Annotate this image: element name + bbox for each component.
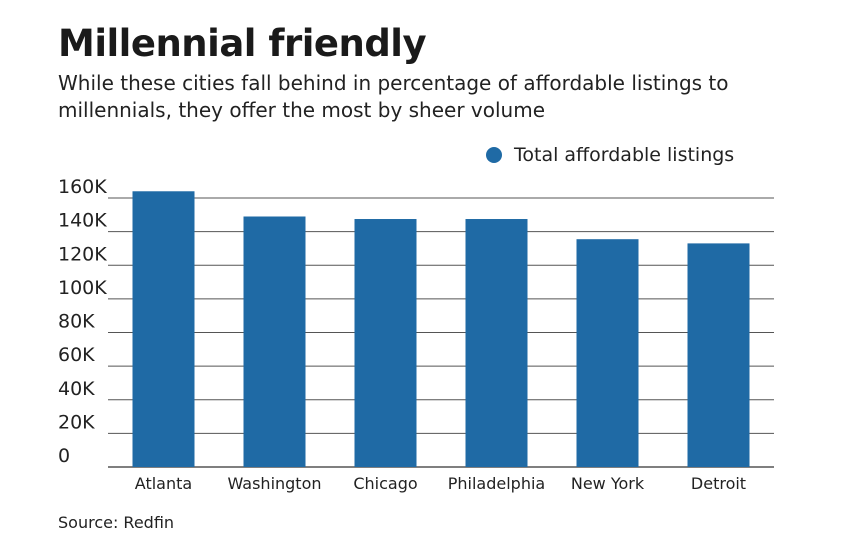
legend-label: Total affordable listings	[514, 144, 735, 166]
x-tick-label: New York	[571, 474, 645, 493]
bar	[132, 191, 195, 467]
bar	[243, 216, 306, 467]
x-tick-label: Philadelphia	[448, 474, 545, 493]
y-tick-label: 0	[58, 445, 70, 467]
chart-title: Millennial friendly	[58, 22, 427, 65]
source-note: Source: Redfin	[58, 513, 175, 532]
bar	[687, 243, 750, 467]
y-tick-label: 120K	[58, 243, 107, 265]
legend: Total affordable listings	[486, 144, 734, 166]
legend-marker	[486, 147, 502, 163]
y-tick-label: 160K	[58, 176, 107, 198]
x-tick-label: Washington	[227, 474, 321, 493]
y-tick-label: 80K	[58, 311, 95, 333]
chart-subtitle: While these cities fall behind in percen…	[58, 71, 729, 122]
bar	[354, 219, 417, 467]
y-tick-label: 100K	[58, 277, 107, 299]
y-tick-label: 20K	[58, 411, 95, 433]
x-tick-label: Atlanta	[135, 474, 192, 493]
bar	[465, 219, 528, 467]
y-tick-label: 40K	[58, 378, 95, 400]
bar	[576, 239, 639, 467]
x-tick-label: Chicago	[353, 474, 417, 493]
x-tick-label: Detroit	[691, 474, 746, 493]
y-tick-label: 140K	[58, 210, 107, 232]
y-tick-label: 60K	[58, 344, 95, 366]
